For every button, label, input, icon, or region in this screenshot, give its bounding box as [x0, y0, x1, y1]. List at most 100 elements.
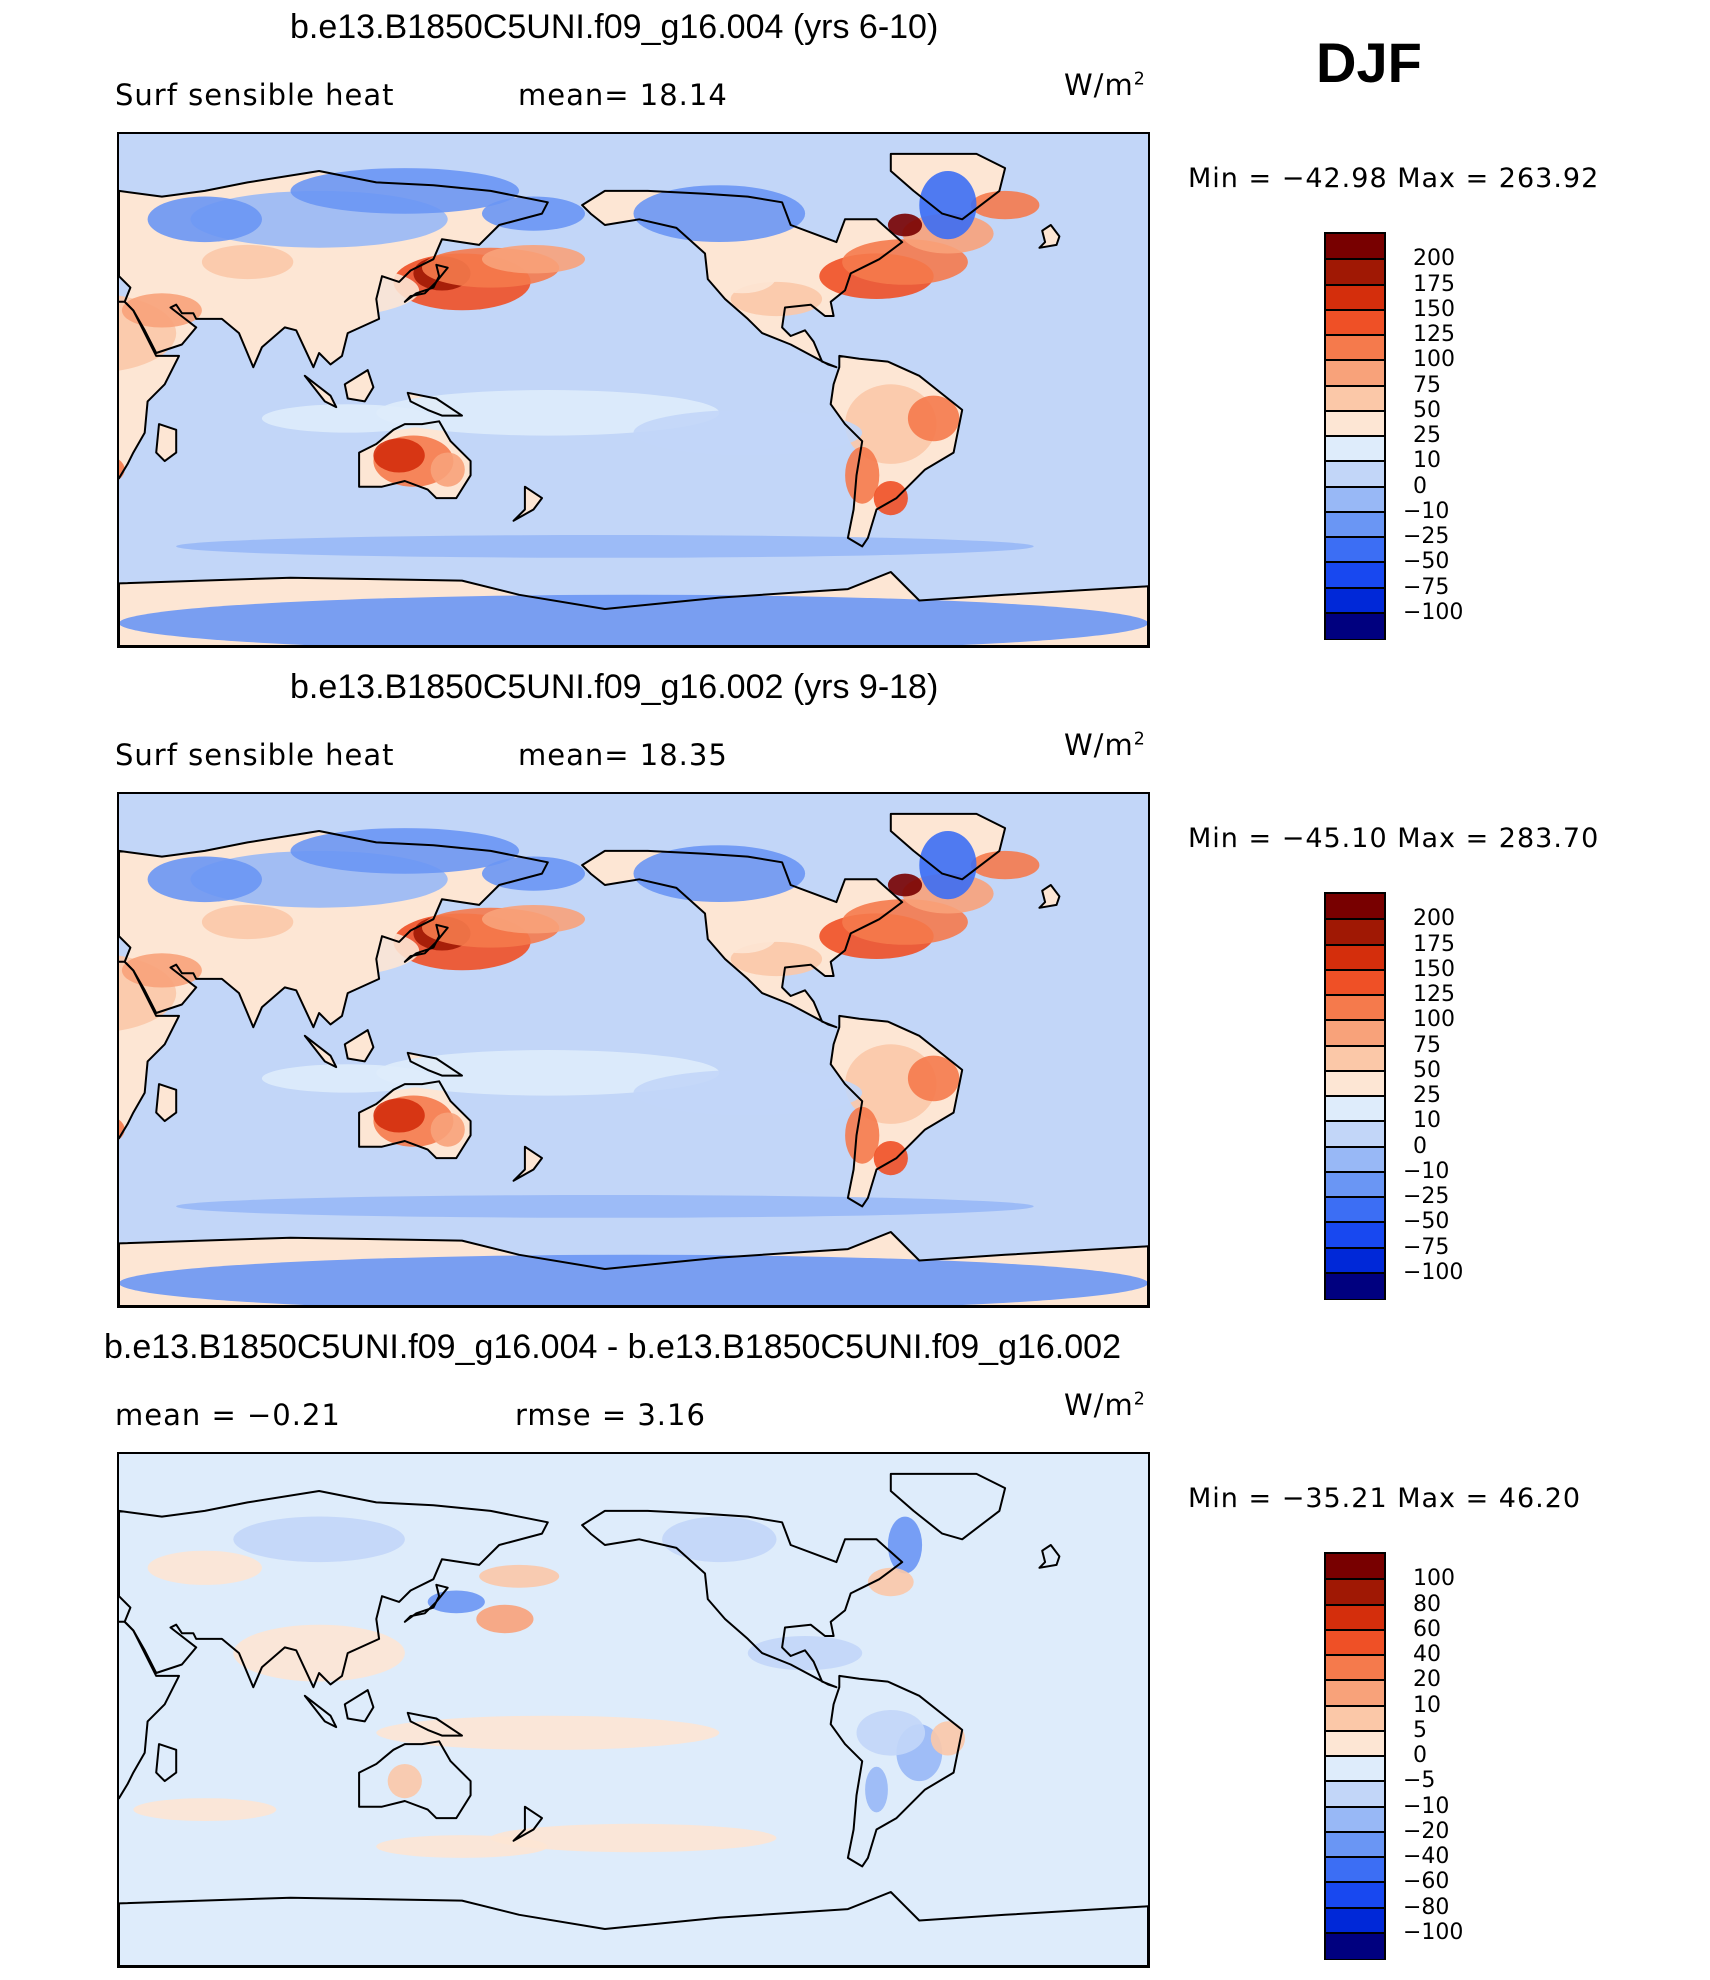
contour-region-17: [233, 1516, 405, 1563]
colorbar-tick-label: 75: [1413, 372, 1441, 398]
colorbar-tick-label: −50: [1403, 1209, 1450, 1235]
land-fill-namerica: [582, 1510, 903, 1688]
colorbar-swatch: [1326, 1655, 1384, 1681]
colorbar-separator: [1326, 1805, 1384, 1808]
contour-region-16: [373, 1098, 425, 1133]
colorbar-separator: [1326, 1679, 1384, 1682]
land-fill-madagascar: [156, 1744, 177, 1782]
colorbar-separator: [1326, 561, 1384, 564]
contour-map: [117, 1452, 1150, 1968]
colorbar-tick-label: 25: [1413, 423, 1441, 448]
colorbar-separator: [1326, 258, 1384, 261]
colorbar-tick-label: −80: [1403, 1894, 1450, 1920]
colorbar-swatch: [1326, 1680, 1384, 1706]
colorbar-swatch: [1326, 919, 1384, 945]
coastline-australia: [358, 1080, 472, 1160]
colorbar-tick-label: −10: [1403, 498, 1450, 524]
land-fill-nz: [513, 486, 542, 521]
contour-region-3: [482, 245, 585, 274]
colorbar-separator: [1326, 1856, 1384, 1858]
colorbar-tick-label: 50: [1413, 1057, 1441, 1083]
coastline-nz: [512, 485, 543, 522]
left-label: Surf sensible heat: [115, 738, 395, 772]
contour-region-19: [845, 1106, 880, 1164]
colorbar-tick-label: 10: [1413, 1692, 1441, 1718]
coastline-nz: [512, 1145, 543, 1182]
colorbar-separator: [1326, 943, 1384, 946]
coastline-japan: [403, 1583, 449, 1623]
colorbar-separator: [1326, 536, 1384, 538]
colorbar-separator: [1326, 409, 1384, 412]
colorbar-tick-label: 200: [1413, 906, 1455, 932]
colorbar-swatch: [1326, 1781, 1384, 1807]
contour-region-7: [865, 1766, 888, 1813]
land-fill-nz: [513, 1806, 542, 1841]
coastline-africa: [119, 960, 180, 1140]
contour-region-30: [147, 856, 262, 903]
colorbar-separator: [1326, 1729, 1384, 1732]
colorbar-swatch: [1326, 969, 1384, 996]
colorbar-tick-label: −60: [1403, 1869, 1450, 1895]
colorbar-separator: [1326, 1044, 1384, 1047]
contour-region-25: [707, 919, 777, 954]
colorbar-separator: [1326, 918, 1384, 921]
land-fill-africa: [119, 1621, 179, 1799]
colorbar-separator: [1326, 994, 1384, 996]
contour-region-10: [387, 1764, 422, 1799]
colorbar-tick-label: 125: [1413, 982, 1455, 1007]
colorbar-swatch: [1326, 1907, 1384, 1934]
coastline-namerica: [581, 189, 904, 369]
colorbar-separator: [1326, 1755, 1384, 1757]
colorbar-swatch: [1326, 537, 1384, 563]
colorbar-swatch: [1326, 1831, 1384, 1858]
contour-region-13: [490, 1823, 777, 1853]
contour-region-21: [873, 481, 908, 516]
units-label: W/m2: [1064, 1388, 1146, 1422]
contour-region-25: [707, 259, 777, 294]
contour-region-14: [121, 953, 202, 988]
coastline-greenland: [889, 152, 1007, 221]
colorbar-swatch: [1326, 1705, 1384, 1732]
colorbar-separator: [1326, 308, 1384, 311]
chart-panel-3: b.e13.B1850C5UNI.f09_g16.004 - b.e13.B18…: [0, 1320, 1710, 1980]
min-max-label: Min = −35.21 Max = 46.20: [1188, 1483, 1582, 1514]
colorbar-tick-label: −20: [1403, 1818, 1450, 1844]
land-fill-nz: [513, 1146, 542, 1181]
colorbar-tick-label: −5: [1403, 1768, 1436, 1794]
units-exponent: 2: [1133, 1389, 1146, 1410]
colorbar-separator: [1326, 384, 1384, 387]
contour-region-2: [479, 1564, 560, 1588]
colorbar-tick-label: −50: [1403, 549, 1450, 575]
colorbar-tick-label: 150: [1413, 296, 1455, 322]
contour-region-28: [290, 828, 520, 874]
units-text: W/m: [1064, 1388, 1134, 1422]
coastline-borneo: [343, 369, 375, 403]
colorbar-swatch: [1326, 259, 1384, 285]
colorbar-separator: [1326, 1145, 1384, 1148]
colorbar-swatch: [1326, 309, 1384, 336]
min-max-label: Min = −42.98 Max = 263.92: [1188, 163, 1600, 194]
colorbar-swatch: [1326, 1121, 1384, 1147]
colorbar-separator: [1326, 1628, 1384, 1631]
colorbar-tick-label: −25: [1403, 1184, 1450, 1209]
colorbar-separator: [1326, 1246, 1384, 1249]
colorbar-separator: [1326, 1881, 1384, 1884]
contour-region-23: [201, 904, 294, 940]
colorbar-separator: [1326, 485, 1384, 488]
contour-region-34: [633, 409, 863, 456]
colorbar-tick-label: −100: [1403, 1259, 1464, 1285]
contour-region-15: [133, 1798, 277, 1821]
colorbar-separator: [1326, 1095, 1384, 1097]
contour-region-21: [873, 1141, 908, 1176]
contour-region-1: [476, 1604, 534, 1634]
coastline-sumatra: [303, 1034, 338, 1069]
colorbar: [1324, 892, 1386, 1300]
colorbar-swatch: [1326, 1222, 1384, 1248]
coastline-greenland: [889, 812, 1007, 881]
colorbar-separator: [1326, 1603, 1384, 1606]
coastline-sumatra: [303, 374, 338, 409]
contour-region-17: [430, 1112, 465, 1147]
left-label: mean = −0.21: [115, 1398, 341, 1432]
colorbar-separator: [1326, 1830, 1384, 1833]
contour-region-18: [662, 1516, 777, 1563]
